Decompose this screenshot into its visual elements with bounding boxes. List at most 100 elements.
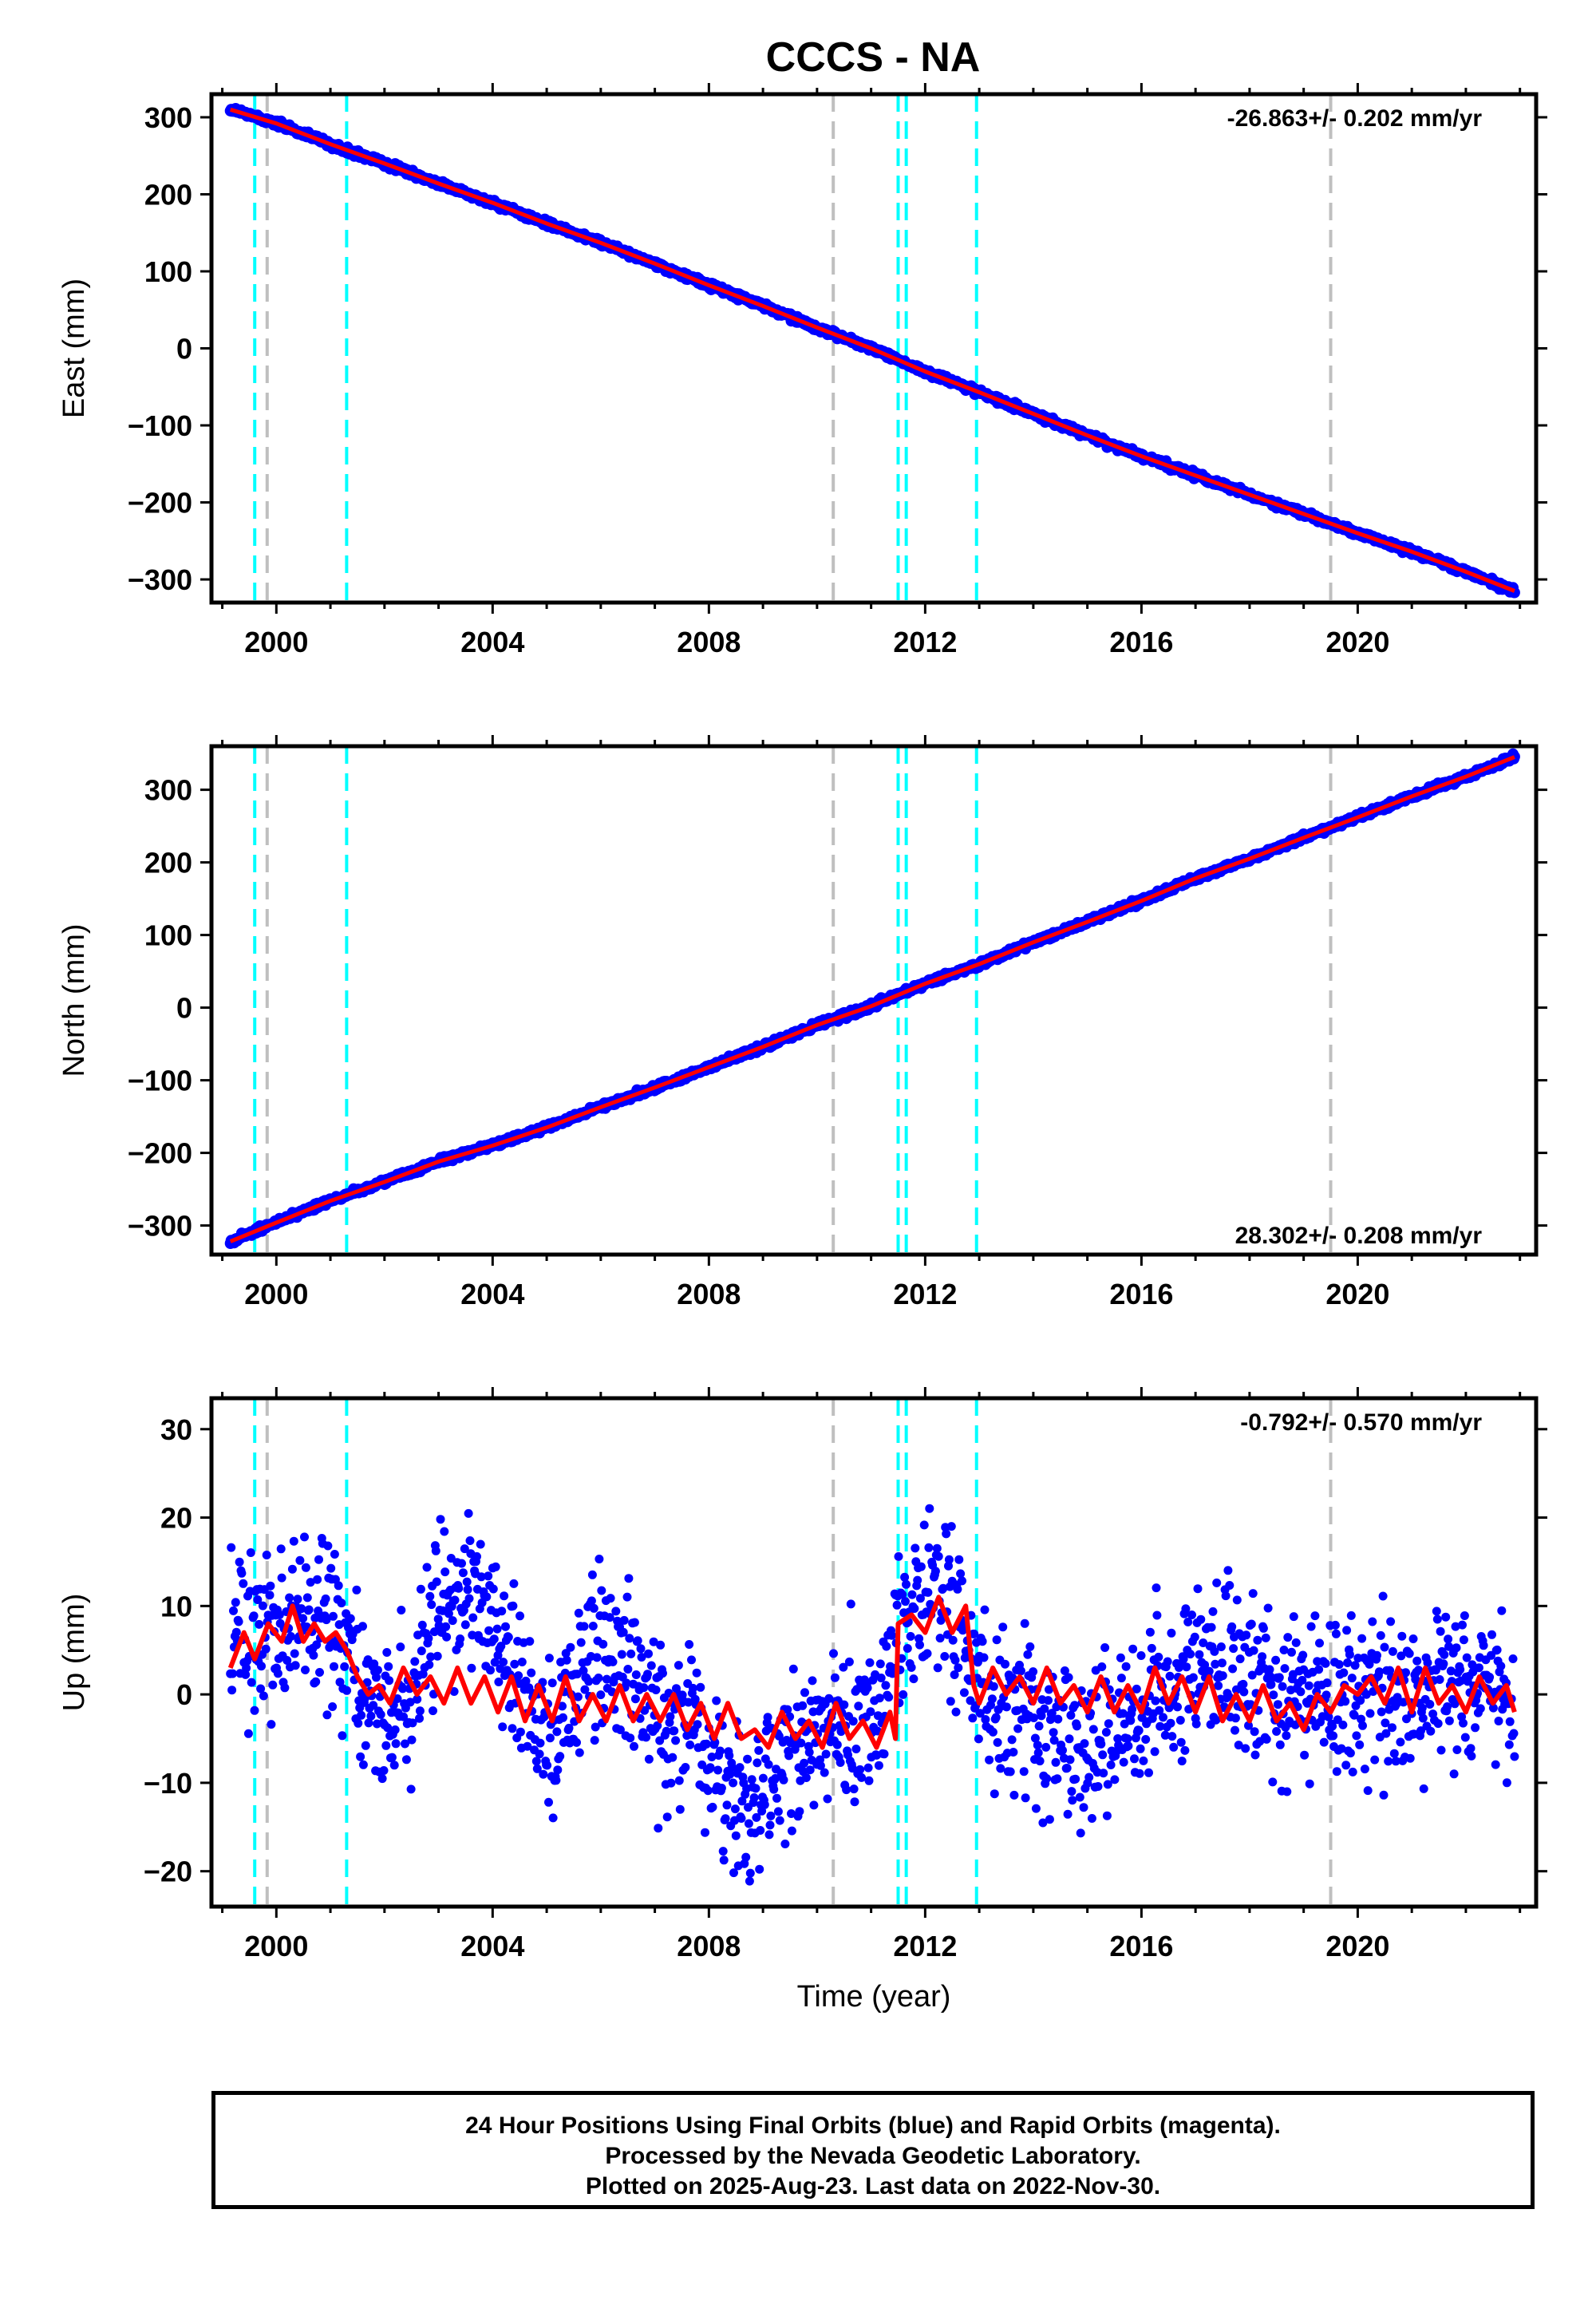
up-data-point (468, 1613, 478, 1622)
east-model-line (229, 107, 1515, 593)
up-data-point (456, 1634, 465, 1643)
up-data-point (1182, 1662, 1191, 1672)
up-data-point (1075, 1792, 1084, 1802)
up-data-point (721, 1814, 730, 1824)
up-data-point (523, 1741, 532, 1751)
up-data-point (231, 1598, 240, 1607)
up-data-point (486, 1666, 495, 1675)
up-data-point (246, 1548, 255, 1557)
up-data-point (1044, 1696, 1053, 1705)
up-data-point (1098, 1750, 1108, 1760)
up-data-point (922, 1649, 932, 1658)
up-data-point (1065, 1755, 1075, 1765)
up-data-point (1173, 1702, 1182, 1712)
up-data-point (745, 1868, 755, 1878)
up-data-point (488, 1584, 498, 1594)
up-data-point (463, 1585, 472, 1595)
north-y-tick-label: −200 (128, 1137, 192, 1170)
up-data-point (584, 1677, 594, 1686)
up-data-point (1084, 1773, 1094, 1782)
up-data-point (273, 1669, 282, 1678)
up-data-point (282, 1656, 292, 1665)
up-data-point (906, 1631, 915, 1641)
up-data-point (844, 1657, 854, 1666)
up-data-point (847, 1764, 857, 1773)
up-data-point (499, 1658, 508, 1667)
up-data-point (1186, 1650, 1195, 1659)
up-data-point (1041, 1742, 1051, 1752)
up-data-point (749, 1793, 759, 1802)
north-x-tick-label: 2016 (1109, 1278, 1173, 1310)
up-data-point (338, 1731, 347, 1741)
up-data-point (301, 1563, 310, 1572)
up-data-point (227, 1543, 236, 1552)
up-data-point (275, 1611, 284, 1619)
up-data-point (398, 1684, 408, 1694)
up-data-point (899, 1690, 908, 1699)
up-data-point (990, 1789, 999, 1799)
up-data-point (1096, 1739, 1106, 1749)
up-data-point (444, 1609, 453, 1618)
up-data-point (280, 1683, 290, 1693)
up-data-point (1214, 1681, 1223, 1690)
up-data-point (510, 1659, 519, 1669)
up-data-point (630, 1618, 639, 1627)
up-data-point (1241, 1744, 1250, 1753)
up-data-point (863, 1763, 873, 1773)
up-data-point (1238, 1679, 1248, 1689)
up-data-point (1262, 1734, 1271, 1744)
up-data-point (915, 1594, 925, 1603)
up-data-point (1013, 1724, 1023, 1733)
up-data-point (525, 1637, 535, 1646)
up-data-point (1225, 1581, 1235, 1590)
up-data-point (297, 1604, 306, 1614)
up-data-point (737, 1796, 747, 1806)
up-data-point (1199, 1638, 1208, 1647)
up-data-point (1204, 1666, 1214, 1676)
up-data-point (935, 1634, 945, 1643)
up-data-point (809, 1800, 819, 1810)
up-data-point (865, 1658, 875, 1667)
up-data-point (354, 1718, 363, 1728)
up-data-point (662, 1812, 672, 1822)
up-data-point (235, 1557, 244, 1567)
up-data-point (306, 1578, 315, 1587)
up-data-point (1144, 1768, 1153, 1777)
up-data-point (484, 1626, 494, 1635)
up-data-point (490, 1658, 500, 1667)
up-data-point (587, 1596, 596, 1606)
up-data-point (1227, 1622, 1237, 1631)
up-data-point (356, 1752, 365, 1761)
up-data-point (1038, 1818, 1048, 1828)
up-data-point (399, 1712, 409, 1721)
up-data-point (1135, 1769, 1144, 1778)
up-data-point (821, 1749, 831, 1759)
up-data-point (596, 1690, 606, 1700)
up-data-point (1224, 1692, 1234, 1701)
up-data-point (385, 1676, 394, 1686)
up-data-point (1210, 1646, 1219, 1656)
up-data-point (1193, 1584, 1203, 1594)
up-data-point (991, 1713, 1001, 1722)
up-data-point (290, 1649, 299, 1658)
up-data-point (1179, 1654, 1188, 1664)
up-data-point (829, 1649, 838, 1658)
up-data-point (408, 1718, 417, 1728)
up-data-point (909, 1674, 918, 1684)
up-data-point (1231, 1713, 1240, 1723)
up-data-point (713, 1765, 723, 1775)
up-data-point (1188, 1673, 1198, 1682)
up-data-point (286, 1632, 295, 1641)
up-data-point (364, 1718, 373, 1728)
east-panel: 2000 2004 2008 2012 2016 2020−300−200−1000100… (57, 83, 1547, 658)
up-data-point (907, 1590, 917, 1599)
up-data-point (573, 1692, 583, 1701)
up-data-point (744, 1819, 753, 1828)
up-data-point (514, 1671, 523, 1681)
east-y-tick-label: 300 (144, 101, 192, 134)
up-data-point (566, 1642, 575, 1652)
up-data-point (655, 1736, 665, 1745)
up-data-point (693, 1720, 702, 1729)
up-data-point (1034, 1721, 1044, 1731)
up-data-point (712, 1696, 721, 1705)
